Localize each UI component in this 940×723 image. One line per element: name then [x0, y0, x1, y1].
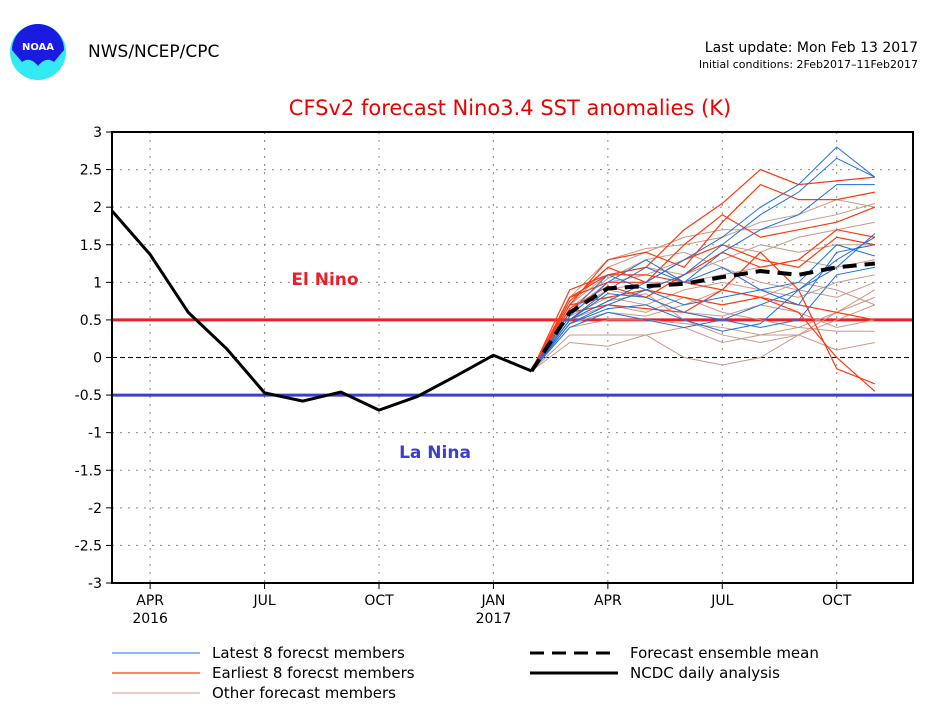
y-tick-label: 0	[93, 351, 102, 367]
svg-text:NOAA: NOAA	[22, 42, 54, 53]
y-tick-label: -0.5	[75, 388, 102, 404]
earliest-members-line	[531, 274, 875, 372]
x-tick-label: JUL	[710, 593, 733, 609]
other-members-line	[531, 326, 875, 372]
y-tick-label: -3	[88, 576, 102, 592]
threshold-label: La Nina	[399, 443, 471, 463]
y-tick-label: 2	[93, 200, 102, 216]
y-tick-label: 1.5	[80, 238, 102, 254]
initial-conditions: Initial conditions: 2Feb2017–11Feb2017	[698, 58, 918, 71]
x-tick-sublabel: 2017	[476, 611, 512, 627]
legend-label: Forecast ensemble mean	[630, 644, 819, 662]
x-tick-label: APR	[136, 593, 164, 609]
legend-label: Earliest 8 forecst members	[212, 664, 415, 682]
earliest-members-line	[531, 229, 875, 372]
plot-frame	[111, 131, 914, 584]
y-tick-label: 3	[93, 125, 102, 141]
y-tick-label: 0.5	[80, 313, 102, 329]
earliest-members-line	[531, 236, 875, 372]
x-tick-label: OCT	[364, 593, 394, 609]
other-members-line	[531, 199, 875, 372]
x-tick-label: APR	[594, 593, 622, 609]
y-tick-label: -1.5	[75, 463, 102, 479]
other-members-line	[531, 259, 875, 372]
legend-label: Latest 8 forecst members	[212, 644, 405, 662]
legend-label: NCDC daily analysis	[630, 664, 780, 682]
last-update: Last update: Mon Feb 13 2017	[704, 40, 918, 56]
y-tick-label: -2.5	[75, 538, 102, 554]
noaa-logo: NOAA	[10, 24, 66, 80]
chart-title: CFSv2 forecast Nino3.4 SST anomalies (K)	[288, 96, 732, 120]
x-tick-label: JAN	[480, 593, 505, 609]
other-members-line	[531, 296, 876, 372]
observed-line	[110, 209, 533, 412]
latest-members-line	[531, 184, 875, 372]
other-members-line	[531, 281, 876, 372]
latest-members-line	[531, 157, 876, 372]
earliest-members-line	[531, 183, 875, 372]
y-tick-label: 2.5	[80, 163, 102, 179]
legend-label: Other forecast members	[212, 684, 396, 702]
y-tick-label: -1	[88, 426, 102, 442]
org-name: NWS/NCEP/CPC	[88, 42, 220, 62]
earliest-members-line	[531, 206, 876, 372]
earliest-members-line	[531, 168, 875, 372]
latest-members-line	[531, 244, 875, 372]
latest-members-line	[531, 266, 875, 372]
x-tick-sublabel: 2016	[132, 611, 168, 627]
other-members-line	[531, 334, 875, 372]
y-tick-label: 1	[93, 275, 102, 291]
x-tick-label: OCT	[822, 593, 852, 609]
latest-members-line	[531, 146, 876, 372]
threshold-label: El Nino	[291, 270, 358, 290]
y-tick-label: -2	[88, 501, 102, 517]
x-tick-label: JUL	[252, 593, 275, 609]
ensemble-mean-line	[529, 261, 876, 373]
latest-members-line	[531, 236, 876, 372]
latest-members-line	[531, 233, 876, 372]
